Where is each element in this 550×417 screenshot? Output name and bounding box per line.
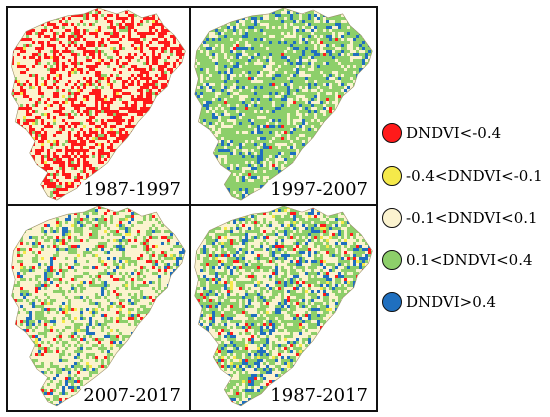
map-pixels [11, 8, 186, 201]
legend-swatch [382, 250, 402, 270]
legend-label: -0.4<DNDVI<-0.1 [406, 167, 543, 185]
legend-swatch [382, 166, 402, 186]
map-pixels [11, 206, 186, 406]
legend-item-increase-moderate: 0.1<DNDVI<0.4 [382, 245, 533, 275]
period-label: 1987-1997 [81, 179, 183, 200]
map-image [11, 8, 186, 201]
map-pixels [194, 8, 373, 201]
legend-item-increase-strong: DNDVI>0.4 [382, 287, 496, 317]
region-boundary [11, 206, 186, 407]
map-pixels [194, 206, 373, 406]
legend-label: -0.1<DNDVI<0.1 [406, 209, 538, 227]
map-panel-1997-2007: 1997-2007 [189, 6, 378, 206]
region-boundary [194, 206, 373, 407]
region-boundary [194, 8, 373, 201]
map-panel-2007-2017: 2007-2017 [6, 204, 191, 412]
legend-item-stable: -0.1<DNDVI<0.1 [382, 203, 538, 233]
map-panel-1987-1997: 1987-1997 [6, 6, 191, 206]
legend-label: 0.1<DNDVI<0.4 [406, 251, 533, 269]
region-boundary [11, 8, 186, 201]
map-panel-1987-2017: 1987-2017 [189, 204, 378, 412]
legend-swatch [382, 208, 402, 228]
map-image [194, 8, 373, 201]
period-label: 1987-2017 [268, 385, 370, 406]
legend-swatch [382, 292, 402, 312]
legend-swatch [382, 123, 402, 143]
legend-label: DNDVI<-0.4 [406, 124, 502, 142]
period-label: 1997-2007 [268, 179, 370, 200]
legend-item-decrease-strong: DNDVI<-0.4 [382, 118, 501, 148]
period-label: 2007-2017 [81, 385, 183, 406]
map-image [194, 206, 373, 407]
legend-label: DNDVI>0.4 [406, 293, 497, 311]
map-image [11, 206, 186, 407]
legend-item-decrease-moderate: -0.4<DNDVI<-0.1 [382, 161, 543, 191]
